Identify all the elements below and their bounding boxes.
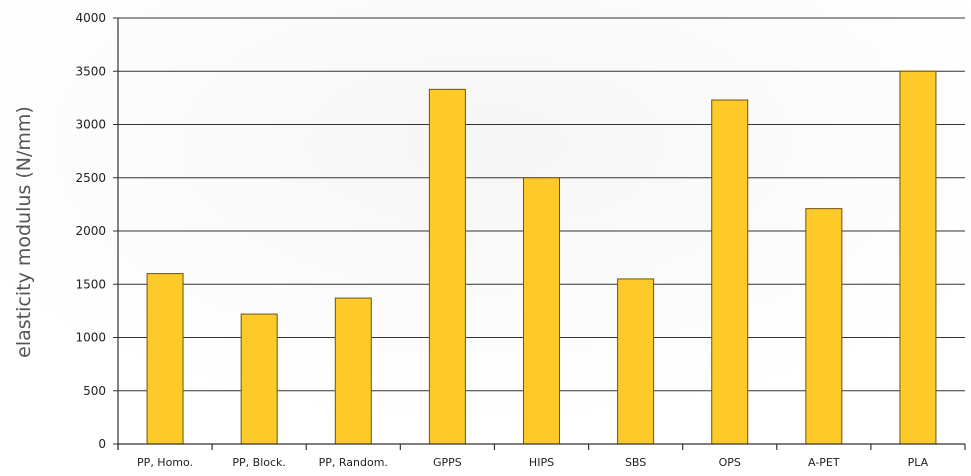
- bar: [334, 297, 372, 445]
- x-tick-label: OPS: [719, 456, 741, 469]
- y-tick-label: 2000: [75, 224, 106, 238]
- y-tick-label: 2500: [75, 171, 106, 185]
- x-tick-label: SBS: [625, 456, 646, 469]
- bar: [805, 208, 843, 445]
- x-tick-label: PLA: [908, 456, 929, 469]
- x-tick-label: PP, Homo.: [137, 456, 193, 469]
- bars: [146, 70, 937, 445]
- x-tick-label: GPPS: [433, 456, 462, 469]
- x-tick-label: PP, Random.: [319, 456, 388, 469]
- y-axis-title: elasticity modulus (N/mm): [13, 106, 35, 358]
- bar: [146, 273, 184, 445]
- bar: [428, 88, 466, 445]
- x-tick-label: PP, Block.: [232, 456, 286, 469]
- y-tick-label: 0: [98, 437, 106, 451]
- x-tick-labels: PP, Homo. PP, Block. PP, Random. GPPS HIPS SB…: [137, 456, 929, 469]
- y-tick-label: 1500: [75, 277, 106, 291]
- y-tick-label: 3500: [75, 64, 106, 78]
- y-tick-label: 4000: [75, 11, 106, 25]
- bar: [899, 70, 937, 445]
- bar: [711, 99, 749, 445]
- x-tick-label: A-PET: [808, 456, 840, 469]
- y-tick-label: 3000: [75, 118, 106, 132]
- y-tick-labels: 0 500 1000 1500 2000 2500 3000 3500 4000: [75, 11, 118, 451]
- axes: [117, 18, 966, 450]
- y-tick-label: 500: [83, 384, 106, 398]
- bar: [617, 278, 655, 445]
- bar: [523, 177, 560, 445]
- x-tick-label: HIPS: [529, 456, 554, 469]
- bar: [240, 313, 278, 445]
- y-tick-label: 1000: [75, 331, 106, 345]
